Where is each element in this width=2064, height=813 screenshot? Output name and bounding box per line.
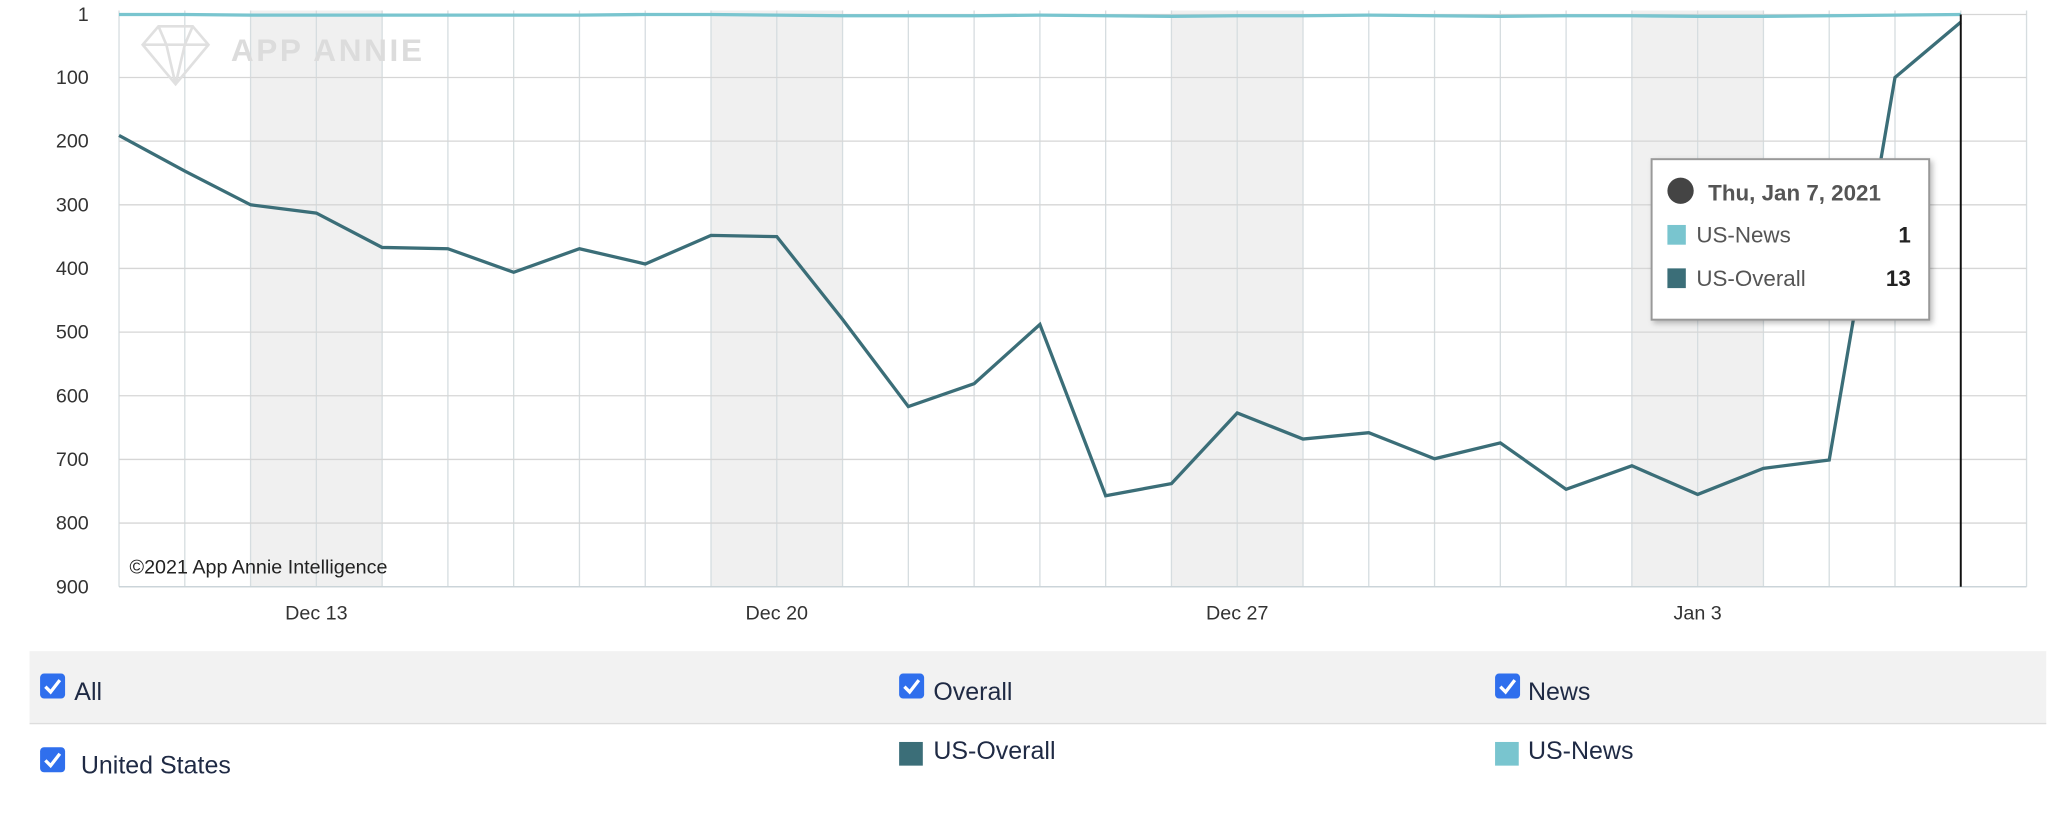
- grid: 1 100 200 300 400 500 600 700 800 900 Dec 13 Dec 20…: [56, 4, 2028, 625]
- watermark: APP ANNIE: [231, 32, 425, 68]
- legend-swatch: [1495, 741, 1519, 766]
- tooltip-swatch: [1667, 224, 1686, 245]
- series-line: [119, 12, 1961, 19]
- filter-label[interactable]: All: [74, 678, 102, 706]
- x-tick-label: Dec 27: [1206, 603, 1268, 625]
- checkmark: [1499, 679, 1517, 695]
- tooltip-title: Thu, Jan 7, 2021: [1708, 181, 1881, 206]
- filter-label[interactable]: United States: [81, 752, 231, 780]
- tooltip: Thu, Jan 7, 2021 US-News 1 US-Overall 13: [1650, 158, 1931, 321]
- y-tick-label: 900: [56, 576, 89, 598]
- y-tick-label: 600: [56, 385, 89, 407]
- filter-checkbox[interactable]: [40, 673, 66, 699]
- legend-swatch: [899, 741, 923, 766]
- y-tick-label: 1: [78, 4, 89, 26]
- lines: [118, 12, 1962, 587]
- filter-checkbox[interactable]: [899, 673, 925, 699]
- tooltip-value: 13: [1886, 266, 1911, 291]
- x-tick-label: Dec 20: [746, 603, 809, 625]
- x-tick-label: Dec 13: [285, 603, 348, 625]
- legend-label[interactable]: US-News: [1528, 737, 1634, 765]
- y-tick-label: 300: [56, 194, 89, 216]
- y-tick-label: 100: [56, 67, 89, 89]
- checkmark: [44, 679, 62, 695]
- globe-icon: [1667, 177, 1694, 204]
- tooltip-box: [1650, 158, 1931, 321]
- filter-label[interactable]: News: [1528, 678, 1590, 706]
- filter-bar: [29, 651, 2047, 724]
- watermark-logo: [140, 24, 211, 87]
- y-tick-label: 700: [56, 449, 89, 471]
- legend-label[interactable]: US-Overall: [933, 737, 1055, 765]
- y-tick-label: 800: [56, 513, 89, 535]
- tooltip-value: 1: [1898, 223, 1910, 248]
- y-tick-label: 500: [56, 322, 89, 344]
- y-tick-label: 400: [56, 258, 89, 280]
- background: [250, 10, 1764, 587]
- filter-checkbox[interactable]: [1495, 673, 1521, 699]
- credit: ©2021 App Annie Intelligence: [130, 557, 388, 579]
- y-tick-label: 200: [56, 131, 89, 153]
- tooltip-swatch: [1667, 268, 1686, 289]
- tooltip-series-name: US-News: [1696, 223, 1790, 248]
- filter-checkbox[interactable]: [40, 747, 66, 773]
- tooltip-series-name: US-Overall: [1696, 266, 1805, 291]
- filter-label[interactable]: Overall: [933, 678, 1012, 706]
- checkmark: [44, 752, 62, 769]
- checkmark: [903, 679, 921, 695]
- series-line: [118, 20, 1962, 498]
- x-tick-label: Jan 3: [1674, 603, 1722, 625]
